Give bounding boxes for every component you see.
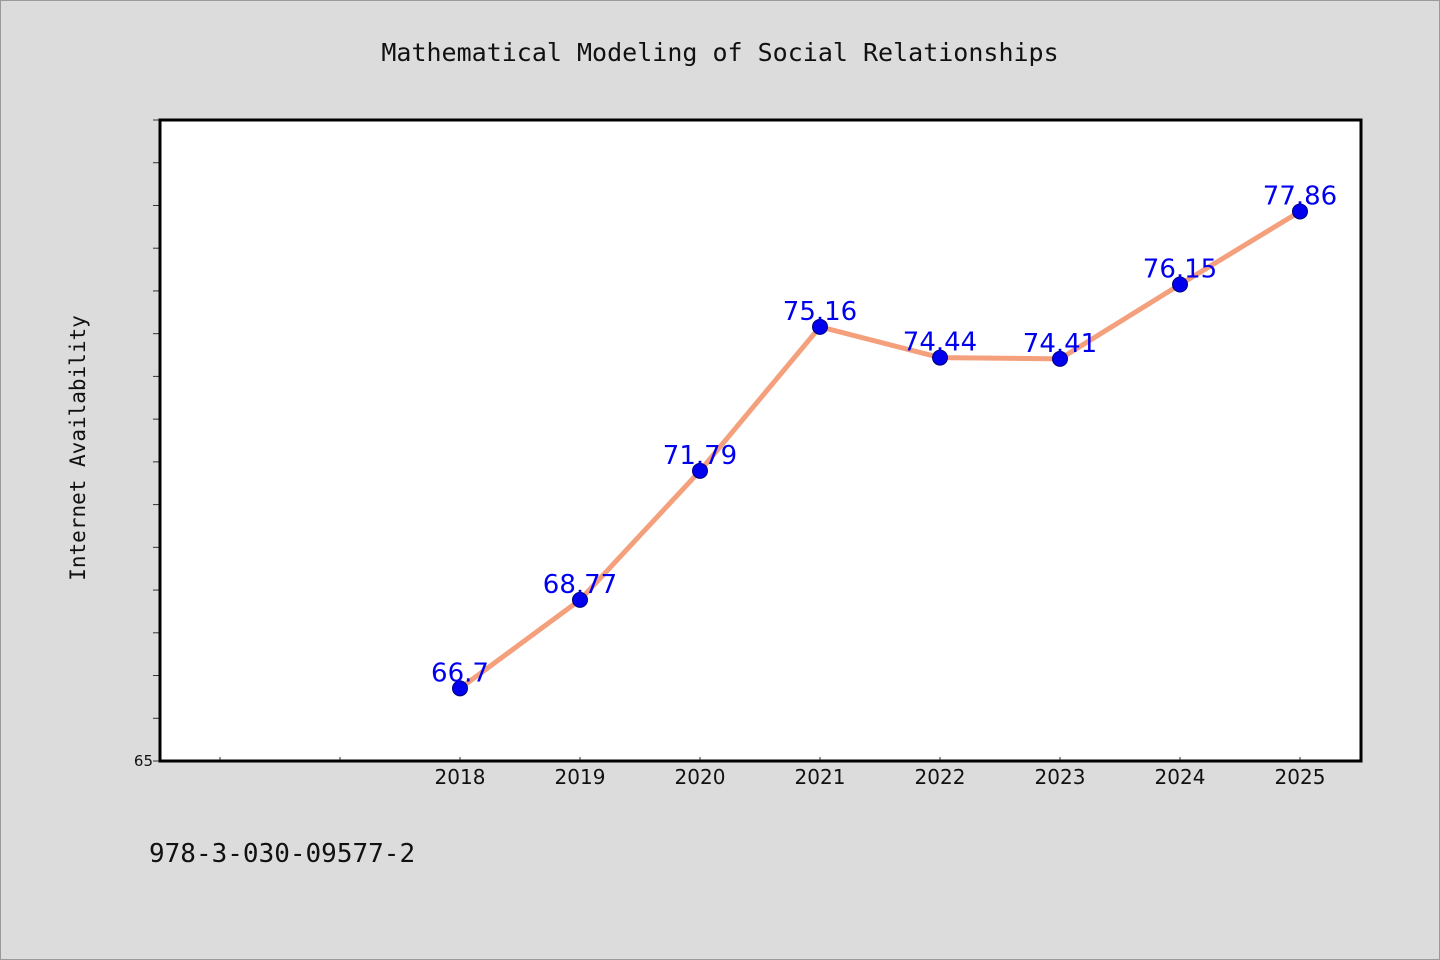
data-point [452, 680, 468, 697]
data-label: 74.44 [903, 328, 977, 358]
data-point [692, 462, 708, 479]
data-label: 71.79 [663, 441, 737, 471]
plot-frame [158, 118, 1363, 763]
data-point [1052, 350, 1068, 367]
data-label: 77.86 [1263, 181, 1337, 211]
data-point [1292, 203, 1308, 220]
x-tick-label: 2020 [675, 765, 726, 789]
data-point [1172, 276, 1188, 293]
chart-title: Mathematical Modeling of Social Relation… [381, 38, 1058, 67]
data-point [572, 591, 588, 608]
data-label: 75.16 [783, 297, 857, 327]
x-tick-label: 2025 [1275, 765, 1326, 789]
x-tick-label: 2022 [915, 765, 966, 789]
data-label: 66.7 [431, 658, 489, 688]
data-label: 68.77 [543, 570, 617, 600]
x-tick-label: 2021 [795, 765, 846, 789]
x-tick-label: 2024 [1155, 765, 1206, 789]
data-markers [452, 203, 1308, 697]
x-tick-label: 2018 [435, 765, 486, 789]
y-axis-ticks [153, 119, 159, 762]
y-tick-label: 65 [134, 752, 153, 770]
y-axis-label: Internet Availability [66, 315, 90, 581]
x-tick-label: 2019 [555, 765, 606, 789]
x-tick-label: 2023 [1035, 765, 1086, 789]
data-point [812, 318, 828, 335]
data-point [932, 349, 948, 366]
x-axis-ticks: 2018 2019 2020 2021 2022 2023 2024 2025 [219, 757, 1326, 789]
footer-code: 978-3-030-09577-2 [149, 839, 415, 869]
data-labels: 66.7 68.77 71.79 75.16 74.44 74.41 76.15 77.86 [431, 181, 1337, 688]
plot-area [160, 120, 1361, 761]
series-line [457, 208, 1303, 691]
data-label: 74.41 [1023, 329, 1097, 359]
data-label: 76.15 [1143, 255, 1217, 285]
